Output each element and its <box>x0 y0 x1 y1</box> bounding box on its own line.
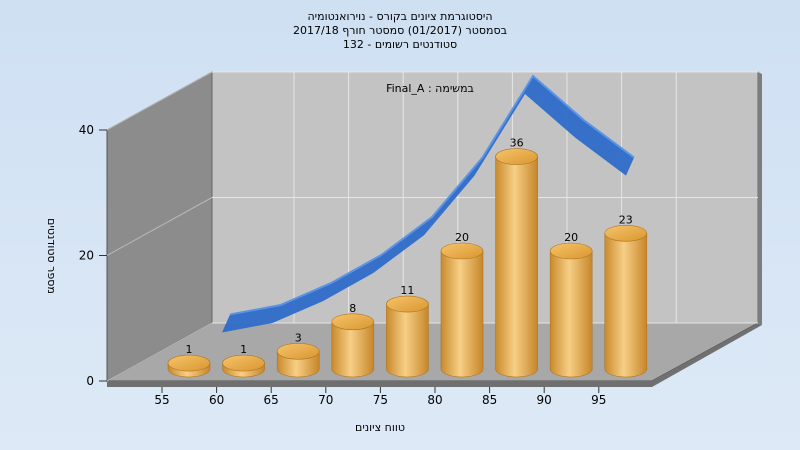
chart-title-line-3: 132 - סטודנטים רשומים <box>343 38 457 51</box>
bar-top <box>440 242 484 260</box>
x-tick-label: 70 <box>318 393 333 407</box>
gridline-side <box>106 322 213 382</box>
bars <box>167 148 648 378</box>
x-tick-label: 80 <box>427 393 442 407</box>
bar-top <box>276 342 320 360</box>
side-edge <box>652 323 762 387</box>
y-tick-label: 0 <box>86 374 94 388</box>
x-tick-labels: 55 60 65 70 75 80 85 90 95 <box>154 387 606 407</box>
bar-top <box>222 354 265 372</box>
bar-value-label: 23 <box>619 213 633 226</box>
bar-body <box>604 233 648 378</box>
bar-body <box>549 250 593 378</box>
gridline-side <box>106 197 213 256</box>
x-tick-label: 85 <box>482 393 497 407</box>
bar-body <box>495 156 538 378</box>
y-tick-label: 20 <box>79 249 94 263</box>
bar-value-label: 8 <box>349 302 356 315</box>
x-tick-label: 95 <box>591 393 606 407</box>
bar-body <box>331 321 375 378</box>
x-tick-label: 60 <box>209 393 224 407</box>
x-tick-label: 55 <box>154 393 169 407</box>
bar-value-label: 20 <box>455 231 469 244</box>
chart-subtitle: Final_A : במשימה <box>386 82 474 95</box>
y-tick-labels: 0 20 40 <box>79 123 94 388</box>
x-axis-label: טווח ציונים <box>355 421 405 434</box>
x-tick-label: 90 <box>537 393 552 407</box>
bar-value-label: 3 <box>295 331 302 344</box>
bar-value-label: 1 <box>186 343 193 356</box>
bar-value-label: 20 <box>564 231 578 244</box>
bar-top <box>167 354 211 372</box>
bar-body <box>386 303 429 378</box>
bar-value-label: 36 <box>510 137 524 150</box>
bar-value-label: 11 <box>400 284 414 297</box>
bar-top <box>331 313 375 331</box>
y-tick-label: 40 <box>79 123 94 137</box>
y-axis-label: מספר סטודנטים <box>45 218 58 294</box>
distribution-curve <box>222 74 635 333</box>
x-tick-label: 65 <box>264 393 279 407</box>
bar-body <box>440 250 484 378</box>
chart-title-line-1: היסטוגרמת ציונים בקורס - נוירואנטומיה <box>307 10 492 23</box>
bar-top <box>549 242 593 260</box>
chart-title-line-2: בסמסטר (01/2017) סמסטר חורף 2017/18 <box>293 24 507 37</box>
bar-value-label: 1 <box>240 343 247 356</box>
bar-top <box>495 148 538 165</box>
bar-top <box>604 225 648 242</box>
gridline-side <box>106 71 213 131</box>
floor-edge <box>107 381 652 387</box>
curve-highlight <box>229 74 635 316</box>
wall-edge <box>758 72 762 325</box>
x-tick-label: 75 <box>373 393 388 407</box>
bar-top <box>386 295 429 313</box>
